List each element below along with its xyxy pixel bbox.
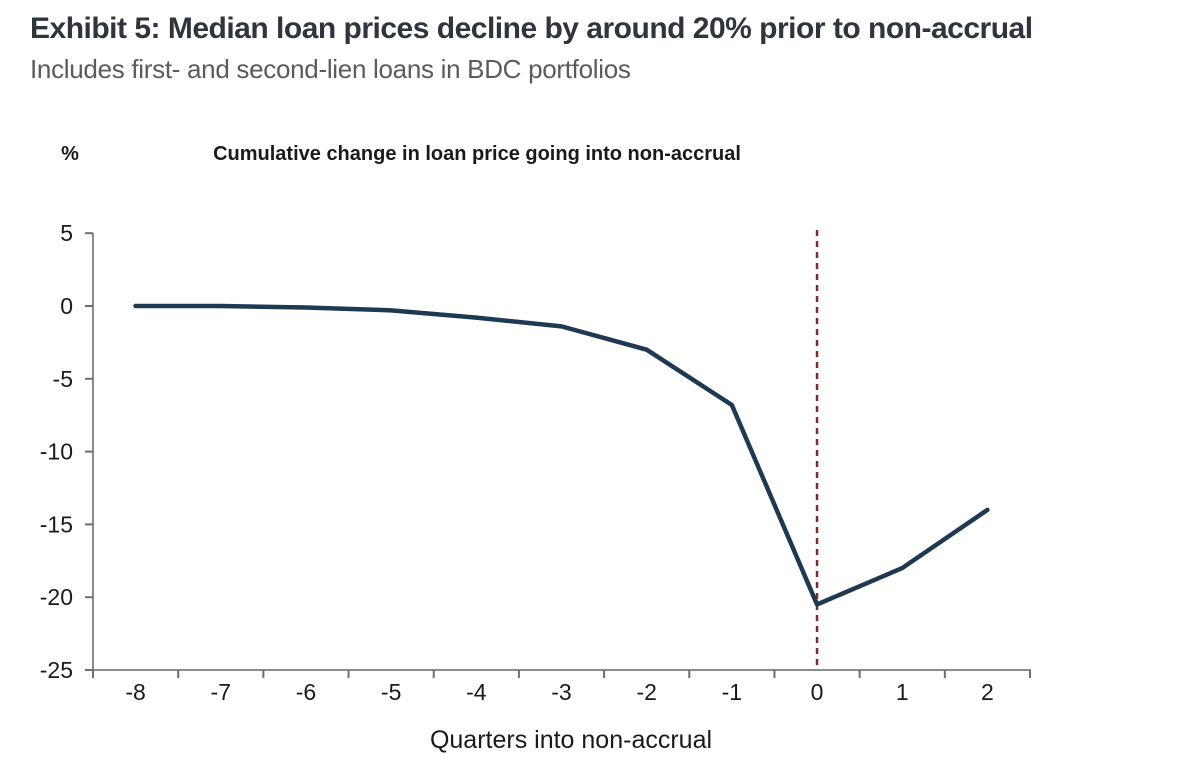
x-axis-tick-label: -5: [381, 679, 401, 705]
x-axis-tick-label: -8: [125, 679, 145, 705]
y-axis-tick-label: -10: [40, 439, 73, 465]
x-axis-title: Quarters into non-accrual: [430, 726, 712, 754]
x-axis-tick-label: 2: [981, 679, 994, 705]
x-axis-tick-label: -3: [551, 679, 571, 705]
y-axis-tick-label: -15: [40, 511, 73, 537]
y-axis-tick-label: 5: [60, 220, 73, 246]
x-axis-tick-label: -6: [296, 679, 316, 705]
axes-layer: 50-5-10-15-20-25-8 -7 -6 -5 -4 -3 -2 -1 0 1 2: [40, 220, 1031, 705]
chart-title: Cumulative change in loan price going in…: [213, 143, 741, 165]
x-axis-tick-label: -1: [722, 679, 742, 705]
median-loan-price-line: [133, 303, 990, 607]
x-axis-tick-label: -7: [211, 679, 231, 705]
x-axis-tick-label: 0: [811, 679, 824, 705]
exhibit-title: Exhibit 5: Median loan prices decline by…: [30, 12, 1033, 45]
exhibit-header: Exhibit 5: Median loan prices decline by…: [30, 10, 1180, 85]
y-axis-tick-label: -20: [40, 584, 73, 610]
x-axis-tick-label: 1: [896, 679, 909, 705]
series-layer: [133, 303, 990, 607]
y-axis-tick-label: -25: [40, 657, 73, 683]
line-chart: % Cumulative change in loan price going …: [40, 143, 1031, 754]
y-axis-tick-label: -5: [53, 366, 73, 392]
y-axis-tick-label: 0: [60, 293, 73, 319]
exhibit-subtitle: Includes first- and second-lien loans in…: [30, 53, 631, 84]
x-axis-tick-label: -2: [636, 679, 656, 705]
x-axis-tick-label: -4: [466, 679, 487, 705]
y-axis-unit-label: %: [61, 143, 79, 165]
